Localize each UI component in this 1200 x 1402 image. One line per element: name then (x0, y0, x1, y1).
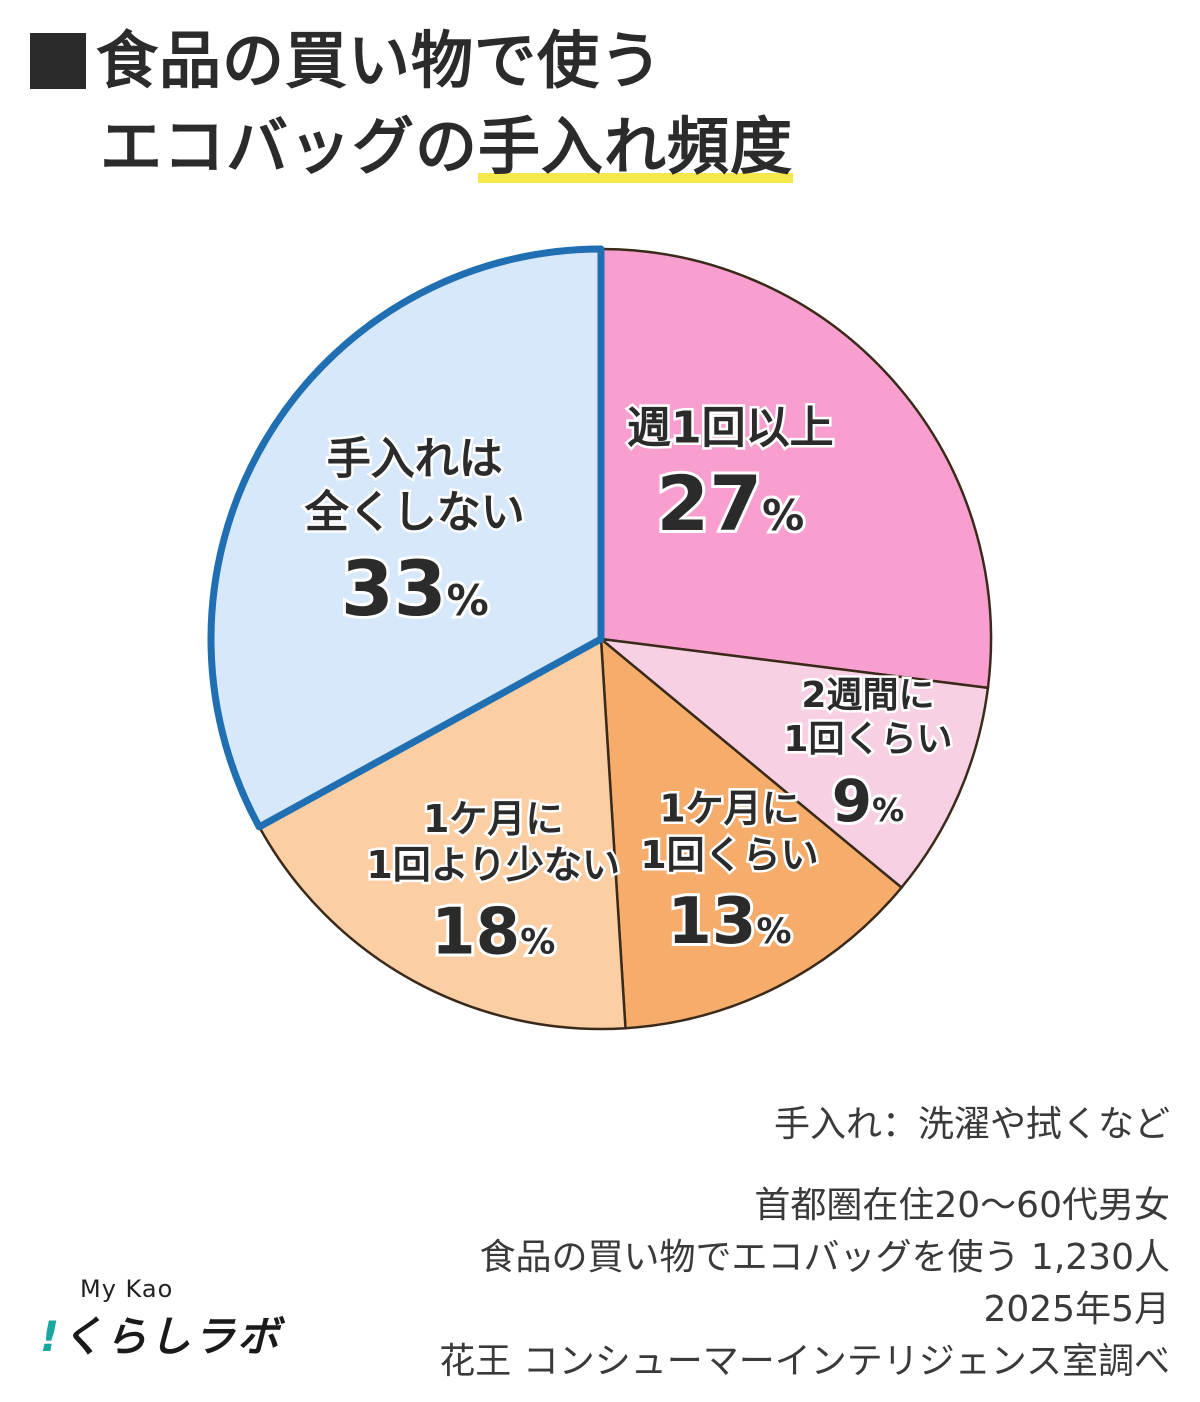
slice-label: 1回くらい (640, 833, 818, 877)
slice-label: 全くしない (304, 487, 525, 538)
source-line: 2025年5月 (983, 1289, 1170, 1330)
slice-percent: 13% (667, 885, 791, 959)
title-square-icon (30, 33, 86, 89)
slice-percent: 9% (832, 767, 904, 835)
slice-label: 1ケ月に (423, 797, 563, 841)
source-line: 首都圏在住20〜60代男女 (754, 1185, 1170, 1226)
title-highlight: 手入れ頻度 (478, 110, 794, 183)
slice-percent: 27% (656, 459, 804, 548)
title-line1: 食品の買い物で使う (96, 24, 664, 97)
source-line: 花王 コンシューマーインテリジェンス室調べ (439, 1341, 1170, 1382)
slice-label: 2週間に (801, 675, 934, 716)
slice-percent: 18% (431, 895, 555, 969)
slice-label: 1回より少ない (366, 843, 620, 887)
pie-slice (257, 636, 627, 1031)
slice-label: 週1回以上 (627, 402, 834, 453)
pie-slice (599, 636, 904, 1030)
pie-slice (599, 247, 993, 690)
slice-percent: 33% (341, 544, 489, 633)
title-line2: エコバッグの (100, 110, 479, 183)
brand-kurashi: くらしラボ (61, 1312, 282, 1361)
footnote: 手入れ：洗濯や拭くなど (773, 1104, 1170, 1145)
brand-bang: ! (40, 1312, 62, 1361)
slice-label: 1ケ月に (659, 787, 799, 831)
pie-slice-highlight (207, 245, 605, 831)
brand-mykao: My Kao (80, 1275, 174, 1303)
source-line: 食品の買い物でエコバッグを使う 1,230人 (479, 1237, 1170, 1278)
brand-logo: My Kao !くらしラボ (40, 1275, 281, 1364)
source-block: 首都圏在住20〜60代男女 食品の買い物でエコバッグを使う 1,230人 202… (439, 1180, 1170, 1388)
chart-title: 食品の買い物で使う エコバッグの手入れ頻度 (30, 18, 794, 190)
pie-chart: 週1回以上27%2週間に1回くらい9%1ケ月に1回くらい13%1ケ月に1回より少… (207, 245, 993, 1031)
slice-label: 1回くらい (783, 719, 952, 760)
slice-label: 手入れは (327, 433, 503, 484)
pie-slice (596, 637, 990, 890)
